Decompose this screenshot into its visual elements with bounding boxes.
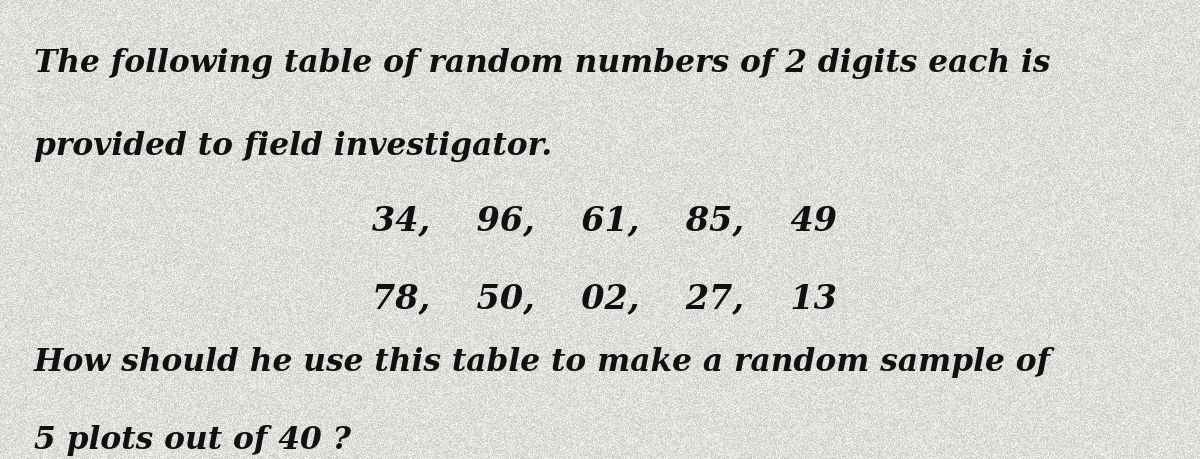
Text: provided to field investigator.: provided to field investigator. [34,131,552,162]
Text: How should he use this table to make a random sample of: How should he use this table to make a r… [34,347,1051,378]
Text: 78,    50,    02,    27,    13: 78, 50, 02, 27, 13 [372,282,838,315]
Text: 34,    96,    61,    85,    49: 34, 96, 61, 85, 49 [372,204,838,237]
Text: The following table of random numbers of 2 digits each is: The following table of random numbers of… [34,48,1050,79]
Text: 5 plots out of 40 ?: 5 plots out of 40 ? [34,425,350,456]
